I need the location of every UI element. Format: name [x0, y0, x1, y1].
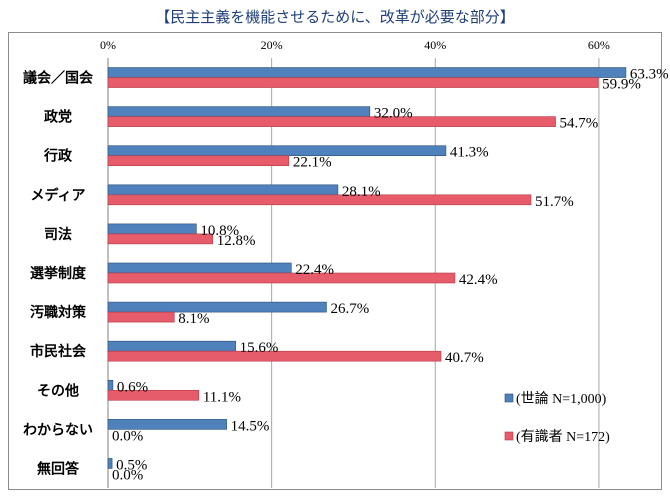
- bar-public-6: [107, 301, 327, 313]
- bar-public-7: [107, 340, 236, 352]
- data-label-expert-4: 12.8%: [217, 233, 256, 249]
- bar-public-4: [107, 223, 197, 235]
- data-label-public-7: 15.6%: [240, 340, 279, 356]
- bar-expert-4: [107, 233, 214, 245]
- data-label-expert-2: 22.1%: [293, 155, 332, 171]
- tick-label-60: 60%: [588, 38, 610, 52]
- data-label-public-5: 22.4%: [295, 262, 334, 278]
- chart-frame: [8, 32, 662, 490]
- legend-label-1: (有識者 N=172): [516, 429, 610, 445]
- bar-public-3: [107, 184, 339, 196]
- data-label-expert-9: 0.0%: [112, 428, 143, 444]
- bar-expert-3: [107, 194, 532, 206]
- tick-label-0: 0%: [100, 38, 116, 52]
- data-label-public-8: 0.6%: [117, 379, 148, 395]
- bar-expert-6: [107, 311, 175, 323]
- category-label: 行政: [43, 148, 73, 165]
- category-label: 政党: [44, 109, 72, 126]
- bar-public-2: [107, 145, 447, 157]
- data-label-expert-5: 42.4%: [459, 272, 498, 288]
- data-label-public-4: 10.8%: [200, 223, 239, 239]
- category-label: 無回答: [37, 460, 80, 477]
- data-label-expert-10: 0.0%: [112, 467, 143, 483]
- legend-label-0: (世論 N=1,000): [516, 391, 607, 407]
- category-label: 市民社会: [30, 343, 87, 360]
- data-label-expert-3: 51.7%: [535, 194, 574, 210]
- data-labels: 63.3%59.9% 32.0% 54.7% 41.3% 22.1% 28.1% 51.7%…: [112, 67, 669, 484]
- data-label-public-6: 26.7%: [330, 301, 369, 317]
- bar-expert-0: [107, 77, 599, 88]
- bar-public-0: [107, 67, 627, 78]
- category-label: メディア: [30, 187, 85, 204]
- data-label-public-9: 14.5%: [231, 418, 270, 434]
- bar-expert-1: [107, 116, 556, 127]
- bar-expert-7: [107, 350, 442, 362]
- data-label-expert-7: 40.7%: [445, 350, 484, 366]
- tick-label-20: 20%: [261, 38, 283, 52]
- category-label: その他: [37, 382, 79, 399]
- category-label: 選挙制度: [30, 265, 87, 282]
- data-label-expert-6: 8.1%: [178, 311, 209, 327]
- data-label-public-0: 63.3%: [630, 67, 669, 83]
- data-label-public-2: 41.3%: [450, 145, 489, 161]
- x-axis-ticks: 0% 20% 40% 60%: [100, 38, 610, 52]
- chart-title: 【民主主義を機能させるために、改革が必要な部分】: [155, 8, 515, 26]
- category-label: 汚職対策: [30, 304, 87, 321]
- bar-expert-2: [107, 155, 290, 167]
- bar-expert-5: [107, 272, 456, 284]
- data-label-public-1: 32.0%: [374, 106, 413, 122]
- bars: [107, 67, 627, 469]
- bar-public-8: [107, 379, 114, 391]
- bar-public-5: [107, 262, 292, 274]
- legend-swatch-1: [504, 431, 514, 441]
- data-label-public-10: 0.5%: [116, 457, 147, 473]
- legend-swatch-0: [504, 393, 514, 403]
- bar-public-9: [107, 419, 227, 430]
- data-label-expert-0: 59.9%: [602, 77, 641, 93]
- bar-public-10: [107, 458, 113, 469]
- category-label: 議会／国会: [23, 70, 94, 87]
- data-label-expert-1: 54.7%: [560, 116, 599, 132]
- category-label: わからない: [23, 422, 93, 438]
- data-label-expert-8: 11.1%: [203, 389, 241, 405]
- tick-label-40: 40%: [424, 38, 446, 52]
- data-label-public-3: 28.1%: [342, 184, 381, 200]
- legend: (世論 N=1,000) (有識者 N=172): [504, 391, 610, 445]
- category-label: 司法: [44, 226, 72, 243]
- bar-expert-8: [107, 389, 200, 401]
- bar-public-1: [107, 106, 371, 117]
